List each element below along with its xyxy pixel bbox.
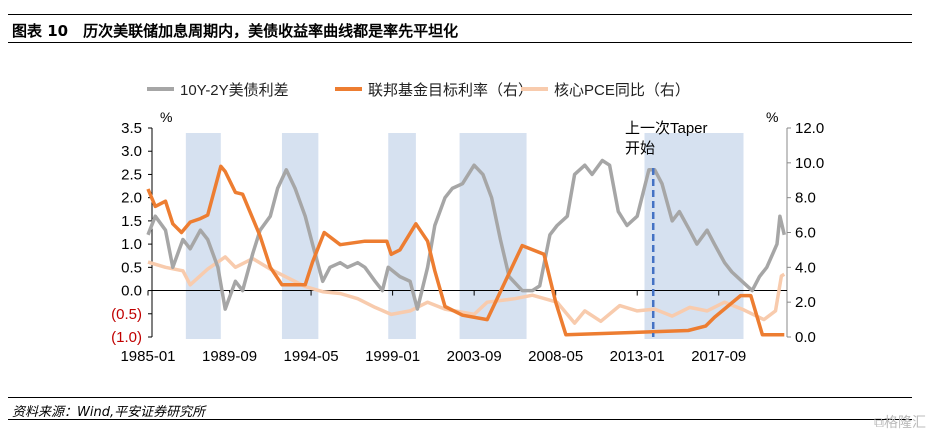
x-tick-label: 2017-09 <box>691 348 746 365</box>
taper-annotation-line2: 开始 <box>625 140 655 157</box>
right-unit-label: % <box>766 109 778 125</box>
right-tick-label: 6.0 <box>795 225 816 242</box>
left-tick-label: (1.0) <box>111 329 142 346</box>
left-tick-label: 2.0 <box>121 190 142 207</box>
left-tick-label: 0.5 <box>121 259 142 276</box>
watermark-logo: ⧉格隆汇 <box>874 415 926 431</box>
legend-label-2: 核心PCE同比（右） <box>554 82 690 99</box>
left-tick-label: 1.5 <box>121 213 142 230</box>
right-tick-label: 2.0 <box>795 294 816 311</box>
chart: 3.5 3.0 2.5 2.0 1.5 1.0 0.5 0.0 (0.5) (1.0)% % 12.0… <box>111 82 824 365</box>
right-tick-label: 12.0 <box>795 120 824 137</box>
series-line-1 <box>146 164 785 337</box>
left-unit-label: % <box>160 109 172 125</box>
x-tick-label: 1989-09 <box>202 348 257 365</box>
top-rule <box>8 14 912 15</box>
title-rule <box>8 42 912 43</box>
right-tick-label: 4.0 <box>795 259 816 276</box>
source-top-rule <box>8 397 912 398</box>
x-tick-label: 1999-01 <box>365 348 420 365</box>
figure-title: 图表 10 历次美联储加息周期内，美债收益率曲线都是率先平坦化 <box>12 22 459 40</box>
right-tick-label: 0.0 <box>795 329 816 346</box>
x-tick-label: 1994-05 <box>284 348 339 365</box>
series-line-2 <box>147 255 786 325</box>
hiking-cycle-shade <box>388 133 416 339</box>
left-tick-label: (0.5) <box>111 306 142 323</box>
legend-label-1: 联邦基金目标利率（右） <box>368 82 533 99</box>
x-tick-label: 2013-01 <box>610 348 665 365</box>
left-tick-label: 3.0 <box>121 143 142 160</box>
x-tick-label: 1985-01 <box>120 348 175 365</box>
left-tick-label: 1.0 <box>121 236 142 253</box>
left-tick-label: 2.5 <box>121 166 142 183</box>
series-line-0 <box>146 158 787 311</box>
source-note: 资料来源：Wind,平安证券研究所 <box>12 405 206 420</box>
hiking-cycle-shade <box>281 133 319 339</box>
taper-annotation-line1: 上一次Taper <box>625 120 708 137</box>
left-tick-label: 0.0 <box>121 283 142 300</box>
source-bottom-rule <box>8 419 912 420</box>
legend-label-0: 10Y-2Y美债利差 <box>180 82 289 99</box>
right-tick-label: 10.0 <box>795 155 824 172</box>
left-tick-label: 3.5 <box>121 120 142 137</box>
right-tick-label: 8.0 <box>795 190 816 207</box>
x-tick-label: 2008-05 <box>528 348 583 365</box>
x-tick-label: 2003-09 <box>447 348 502 365</box>
